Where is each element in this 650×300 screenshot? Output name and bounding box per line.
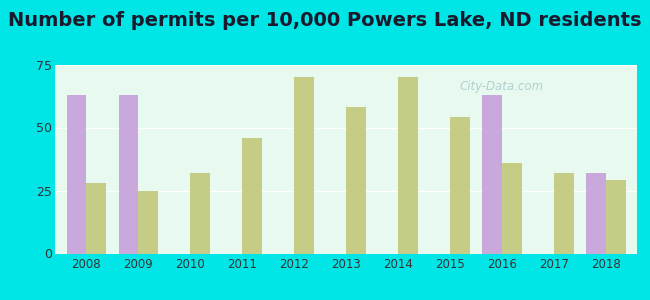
Bar bbox=[482, 95, 502, 254]
Bar bbox=[190, 173, 210, 254]
Bar bbox=[138, 190, 158, 254]
Bar bbox=[346, 107, 366, 254]
Text: City-Data.com: City-Data.com bbox=[460, 80, 543, 93]
Bar bbox=[294, 77, 314, 254]
Bar bbox=[242, 138, 262, 254]
Bar bbox=[86, 183, 106, 254]
Bar bbox=[67, 95, 86, 254]
Bar bbox=[502, 163, 522, 254]
Bar bbox=[586, 173, 606, 254]
Bar bbox=[554, 173, 574, 254]
Bar bbox=[398, 77, 418, 254]
Bar bbox=[606, 180, 625, 254]
Bar bbox=[450, 117, 470, 254]
Text: Number of permits per 10,000 Powers Lake, ND residents: Number of permits per 10,000 Powers Lake… bbox=[8, 11, 642, 29]
Bar bbox=[118, 95, 138, 254]
